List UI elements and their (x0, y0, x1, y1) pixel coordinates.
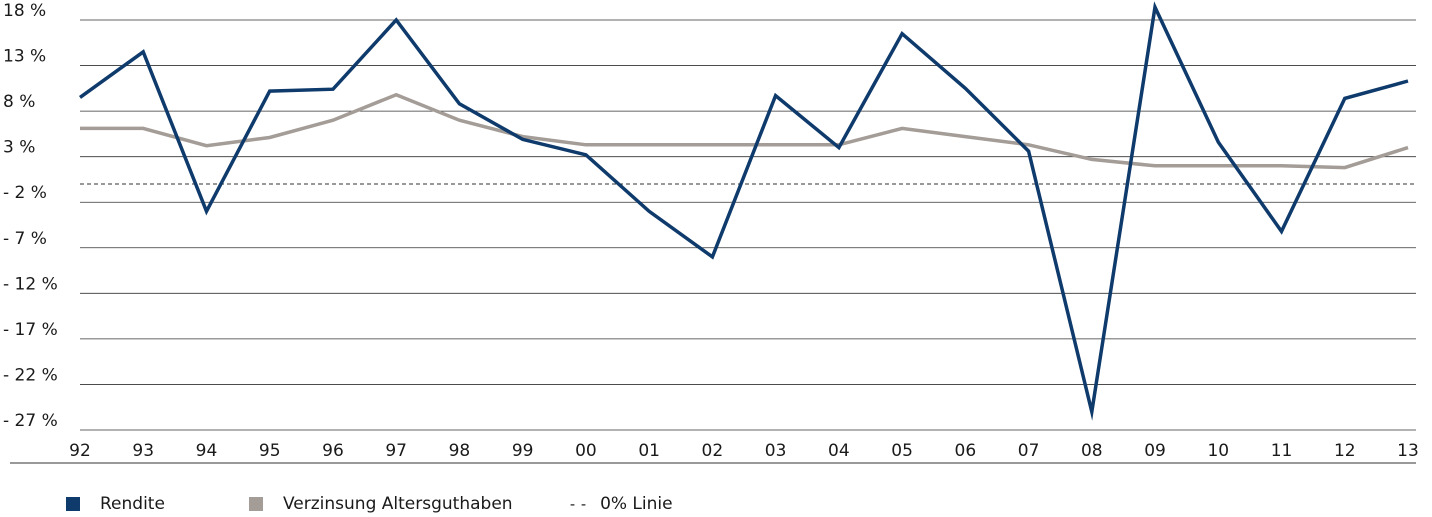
legend-label-zero-line: 0% Linie (600, 494, 673, 514)
x-tick-label: 03 (765, 441, 787, 461)
x-tick-label: 96 (322, 441, 344, 461)
y-tick-label: - 7 % (3, 229, 47, 249)
series-line-verzinsung-altersguthaben (80, 92, 1409, 170)
gridlines (10, 19, 1416, 464)
y-tick-label: - 27 % (3, 411, 58, 431)
y-tick-label: - 2 % (3, 183, 47, 203)
x-tick-label: 13 (1397, 441, 1419, 461)
legend: Rendite Verzinsung Altersguthaben -- 0% … (0, 494, 1432, 516)
x-tick-label: 04 (828, 441, 850, 461)
x-tick-label: 98 (449, 441, 471, 461)
y-tick-label: 18 % (3, 1, 46, 21)
legend-label-verzinsung: Verzinsung Altersguthaben (283, 494, 513, 514)
x-tick-label: 95 (259, 441, 281, 461)
y-tick-label: - 22 % (3, 365, 58, 385)
y-tick-label: 3 % (3, 138, 35, 158)
x-tick-label: 08 (1081, 441, 1103, 461)
legend-dash-icon: -- (568, 495, 591, 513)
x-tick-label: 92 (69, 441, 91, 461)
x-tick-label: 06 (955, 441, 977, 461)
legend-item-zero-line: -- 0% Linie (568, 494, 673, 514)
series-line-rendite (78, 1, 1409, 421)
x-tick-label: 02 (702, 441, 724, 461)
x-tick-label: 12 (1334, 441, 1356, 461)
x-axis-tick-labels: 92 93 94 95 96 97 98 99 00 01 02 03 04 05 06 07 08 09 10 11… (69, 441, 1419, 461)
legend-item-verzinsung: Verzinsung Altersguthaben (249, 494, 513, 514)
y-tick-label: - 17 % (3, 320, 58, 340)
x-tick-label: 01 (638, 441, 660, 461)
x-tick-label: 94 (196, 441, 218, 461)
legend-swatch-verzinsung (249, 497, 263, 511)
series-lines (78, 1, 1409, 421)
x-tick-label: 99 (512, 441, 534, 461)
x-tick-label: 07 (1018, 441, 1040, 461)
y-tick-label: - 12 % (3, 274, 58, 294)
legend-item-rendite: Rendite (66, 494, 165, 514)
x-tick-label: 09 (1144, 441, 1166, 461)
x-tick-label: 93 (132, 441, 154, 461)
x-tick-label: 11 (1271, 441, 1293, 461)
y-axis-tick-labels: 18 % 13 % 8 % 3 % - 2 % - 7 % - 12 % - 17 % - 22… (3, 1, 58, 431)
x-tick-label: 00 (575, 441, 597, 461)
y-tick-label: 13 % (3, 47, 46, 67)
legend-swatch-rendite (66, 497, 80, 511)
x-tick-label: 05 (891, 441, 913, 461)
x-tick-label: 97 (385, 441, 407, 461)
legend-label-rendite: Rendite (100, 494, 165, 514)
y-tick-label: 8 % (3, 92, 35, 112)
line-chart: 18 % 13 % 8 % 3 % - 2 % - 7 % - 12 % - 17 % - 22… (3, 1, 1419, 464)
x-tick-label: 10 (1207, 441, 1229, 461)
